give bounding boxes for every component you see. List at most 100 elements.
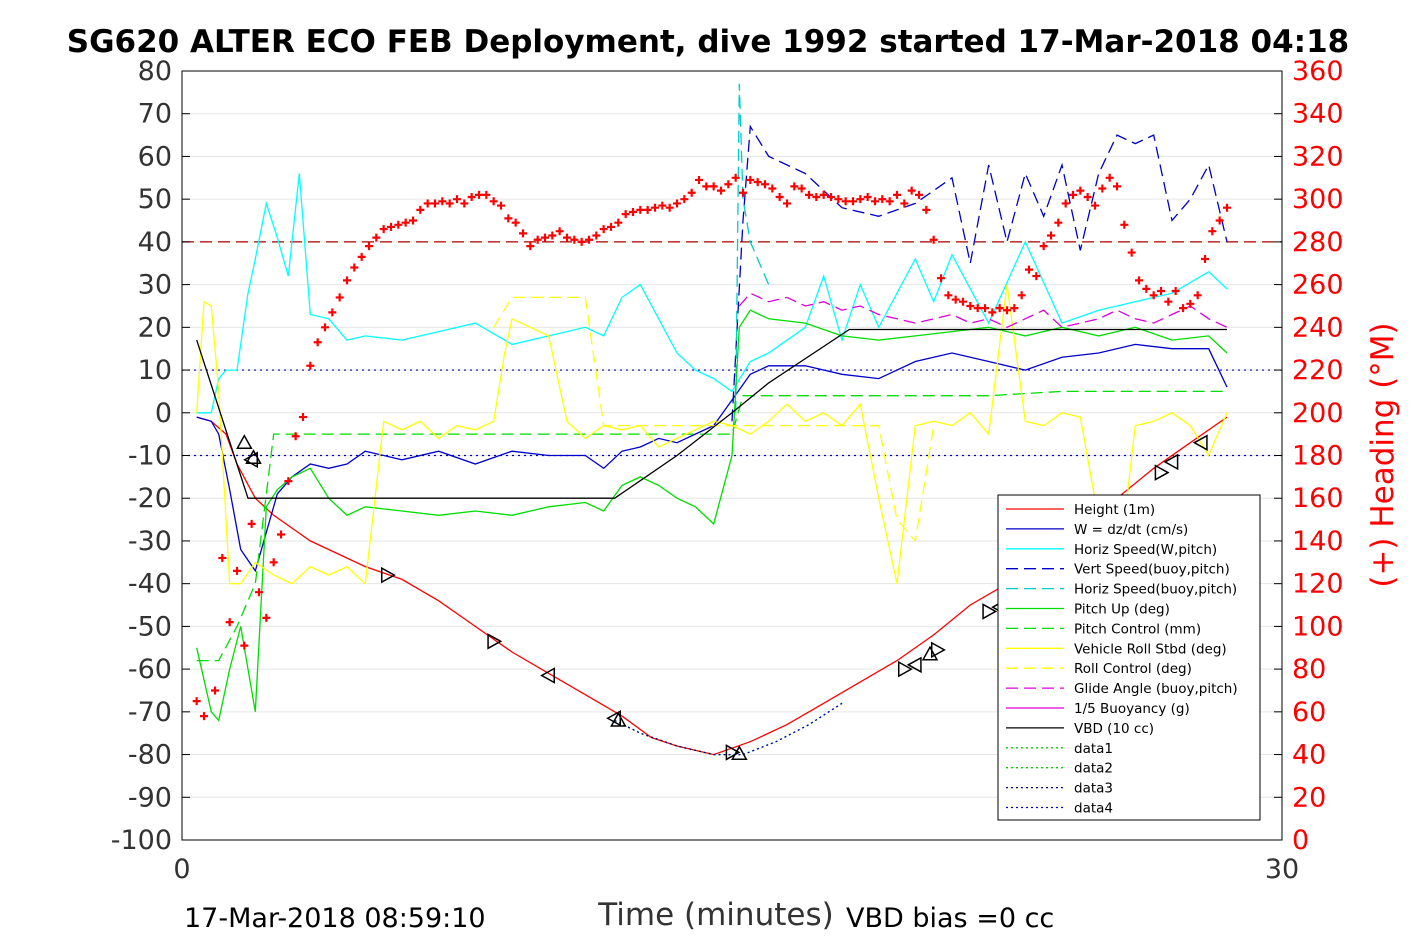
right-tick-label: 220 xyxy=(1292,355,1344,386)
heading-point xyxy=(350,263,359,272)
y-tick-label: 30 xyxy=(138,270,172,301)
triangle-marker xyxy=(921,645,939,661)
heading-point xyxy=(981,304,989,313)
legend-label: data2 xyxy=(1074,761,1113,777)
heading-point xyxy=(1069,190,1077,199)
heading-point xyxy=(1017,291,1026,300)
heading-point xyxy=(629,207,637,216)
heading-point xyxy=(1047,231,1055,240)
heading-markers xyxy=(192,173,1231,721)
heading-point xyxy=(1164,297,1173,306)
y-tick-label: -90 xyxy=(128,782,172,813)
heading-point xyxy=(240,641,249,650)
heading-point xyxy=(200,712,208,721)
heading-point xyxy=(1149,291,1158,300)
triangle-marker xyxy=(245,449,262,464)
heading-point xyxy=(966,301,975,310)
heading-point xyxy=(482,190,491,199)
y-tick-label: 70 xyxy=(138,99,172,130)
y-tick-label: 20 xyxy=(138,312,172,343)
heading-point xyxy=(739,188,747,197)
heading-point xyxy=(937,274,945,283)
heading-point xyxy=(357,252,366,261)
footer-timestamp: 17-Mar-2018 08:59:10 xyxy=(184,903,486,934)
y-tick-label: 80 xyxy=(138,56,172,87)
heading-point xyxy=(1127,248,1136,257)
y-tick-label: -10 xyxy=(128,441,172,472)
heading-point xyxy=(262,613,271,622)
heading-point xyxy=(1061,199,1070,208)
legend-label: Roll Control (deg) xyxy=(1074,661,1192,677)
heading-point xyxy=(834,195,843,204)
heading-point xyxy=(812,193,821,202)
heading-point xyxy=(416,205,425,214)
heading-point xyxy=(680,195,689,204)
heading-point xyxy=(533,235,542,244)
legend-label: Height (1m) xyxy=(1074,502,1155,518)
x-axis-ticks: 0 30 xyxy=(173,854,1299,885)
heading-point xyxy=(731,173,740,182)
right-tick-label: 260 xyxy=(1292,270,1344,301)
heading-point xyxy=(951,295,960,304)
heading-point xyxy=(291,432,300,441)
heading-point xyxy=(328,308,337,317)
heading-point xyxy=(233,566,241,575)
heading-point xyxy=(922,205,931,214)
heading-point xyxy=(526,242,535,251)
y-tick-label: -30 xyxy=(128,526,172,557)
heading-point xyxy=(247,519,256,528)
heading-point xyxy=(225,618,234,627)
heading-point xyxy=(192,697,201,706)
heading-point xyxy=(372,233,381,242)
series-line-6 xyxy=(196,390,1227,662)
heading-point xyxy=(306,361,315,370)
right-tick-label: 20 xyxy=(1292,782,1326,813)
heading-point xyxy=(900,199,909,208)
legend-label: data1 xyxy=(1074,741,1113,757)
heading-point xyxy=(1142,284,1151,293)
heading-point xyxy=(959,297,967,306)
heading-point xyxy=(1054,218,1063,227)
heading-point xyxy=(1003,306,1011,315)
heading-point xyxy=(805,190,813,199)
series-line-9 xyxy=(738,292,1228,329)
legend-label: Horiz Speed(W,pitch) xyxy=(1074,542,1217,558)
heading-point xyxy=(827,193,835,202)
series-line-10 xyxy=(196,328,1227,499)
heading-point xyxy=(585,235,593,244)
legend-label: Vert Speed(buoy,pitch) xyxy=(1074,562,1230,578)
heading-point xyxy=(768,184,777,193)
heading-point xyxy=(753,178,762,187)
y-tick-label: -40 xyxy=(128,569,172,600)
heading-point xyxy=(431,199,439,208)
y-tick-label: -70 xyxy=(128,697,172,728)
heading-point xyxy=(541,233,549,242)
heading-point xyxy=(841,197,850,206)
series-line-7 xyxy=(196,284,1228,586)
triangle-marker xyxy=(930,641,946,659)
right-tick-label: 180 xyxy=(1292,441,1344,472)
heading-point xyxy=(856,195,865,204)
right-tick-label: 80 xyxy=(1292,654,1326,685)
heading-point xyxy=(746,175,755,184)
legend-label: data3 xyxy=(1074,781,1113,797)
y-tick-label: -80 xyxy=(128,740,172,771)
heading-point xyxy=(1201,254,1209,263)
heading-point xyxy=(599,225,608,234)
triangle-marker xyxy=(1154,464,1170,481)
heading-point xyxy=(511,218,520,227)
legend-label: VBD (10 cc) xyxy=(1074,721,1154,737)
heading-point xyxy=(1025,265,1033,274)
right-tick-label: 100 xyxy=(1292,611,1344,642)
heading-point xyxy=(1186,299,1195,308)
heading-point xyxy=(379,225,388,234)
triangle-marker xyxy=(731,745,748,761)
right-tick-label: 160 xyxy=(1292,483,1344,514)
triangle-marker xyxy=(982,603,998,620)
heading-point xyxy=(761,180,769,189)
triangle-marker xyxy=(897,660,913,678)
heading-point xyxy=(673,199,681,208)
right-tick-label: 280 xyxy=(1292,227,1344,258)
heading-point xyxy=(1091,201,1099,210)
